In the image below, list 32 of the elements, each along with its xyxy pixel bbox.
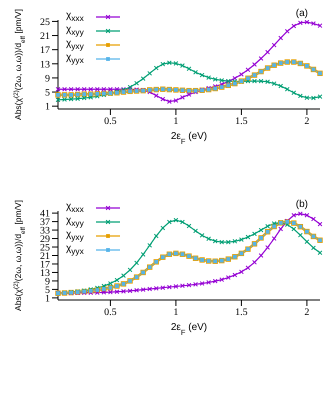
y-tick-label: 9 (45, 73, 50, 84)
y-tick-label: 25 (40, 16, 50, 28)
x-tick-label: 1.5 (235, 307, 248, 318)
x-tick-label: 0.5 (104, 116, 117, 128)
x-axis-title: 2ε$_{F}$ (eV) (170, 322, 208, 336)
legend-label: χ$_{xxx}$ (66, 10, 85, 24)
y-tick-label: 17 (40, 45, 50, 56)
y-tick-label: 13 (40, 268, 50, 279)
x-tick-label: 0.5 (104, 307, 117, 318)
y-tick-label: 1 (45, 293, 50, 304)
legend-label: χ$_{xxx}$ (66, 201, 85, 215)
y-tick-label: 21 (40, 251, 50, 262)
y-tick-label: 21 (40, 31, 50, 42)
x-tick-label: 1.5 (235, 116, 248, 128)
x-tick-label: 1 (173, 307, 178, 318)
legend-label: χ$_{xyy}$ (66, 215, 85, 229)
legend-label: χ$_{yxy}$ (66, 38, 85, 52)
x-tick-label: 1 (173, 116, 178, 128)
legend-label: χ$_{yyx}$ (66, 243, 85, 257)
y-tick-label: 5 (45, 284, 50, 296)
x-tick-label: 2 (304, 307, 310, 318)
legend-label: χ$_{yyx}$ (66, 52, 85, 66)
legend-label: χ$_{yxy}$ (66, 229, 85, 243)
legend-label: χ$_{xyy}$ (66, 24, 85, 38)
x-axis-title: 2ε$_{F}$ (eV) (170, 131, 208, 146)
y-tick-label: 5 (45, 88, 50, 99)
chart-title: (b) (296, 199, 308, 210)
y-tick-label: 13 (40, 59, 50, 70)
y-tick-label: 9 (45, 276, 50, 288)
x-tick-label: 2 (304, 116, 310, 128)
y-tick-label: 1 (45, 102, 50, 113)
chart-title: (a) (296, 8, 308, 19)
